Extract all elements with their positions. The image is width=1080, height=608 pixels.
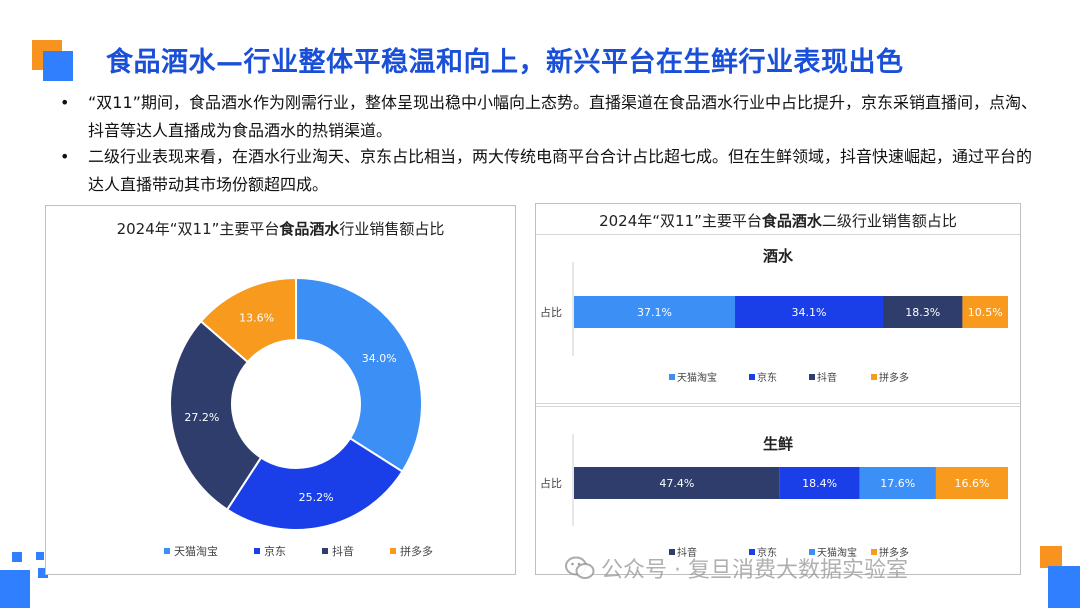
legend-swatch (669, 549, 675, 555)
bar-data-label: 34.1% (792, 306, 827, 319)
bullet-marker: • (60, 93, 70, 112)
bar-segment (574, 296, 736, 328)
bullet-text: 二级行业表现来看，在酒水行业淘天、京东占比相当，两大传统电商平台合计占比超七成。… (88, 147, 1033, 194)
legend-label: 京东 (264, 544, 286, 558)
bar-segment (574, 467, 780, 499)
legend-swatch (390, 548, 396, 554)
bottom-left-deco-2 (36, 552, 44, 560)
legend-swatch (749, 549, 755, 555)
bar-segment (735, 296, 884, 328)
bullet-text: “双11”期间，食品酒水作为刚需行业，整体呈现出稳中小幅向上态势。直播渠道在食品… (88, 93, 1037, 140)
donut-slice (225, 436, 404, 531)
donut-slice (295, 276, 423, 473)
watermark: 公众号 · 复旦消费大数据实验室 (565, 552, 908, 584)
legend-swatch (669, 374, 675, 380)
legend-swatch (809, 374, 815, 380)
donut-data-label: 25.2% (299, 491, 334, 504)
category-label: 占比 (540, 305, 562, 319)
bar-data-label: 16.6% (955, 477, 990, 490)
legend-swatch (322, 548, 328, 554)
bullet-marker: • (60, 147, 70, 166)
legend-label: 京东 (757, 371, 777, 384)
donut-slice (199, 276, 297, 364)
title-part: 二级行业销售额占比 (821, 212, 957, 230)
legend-swatch (749, 374, 755, 380)
donut-data-label: 27.2% (184, 411, 219, 424)
bottom-right-deco-orange (1040, 546, 1062, 568)
legend-swatch (809, 549, 815, 555)
bar-segment (779, 467, 860, 499)
legend-label: 抖音 (677, 546, 697, 559)
donut-data-label: 34.0% (362, 352, 397, 365)
title-part: 2024年“双11”主要平台 (599, 212, 762, 230)
page-title: 食品酒水—行业整体平稳温和向上，新兴平台在生鲜行业表现出色 (106, 47, 904, 78)
legend-label: 天猫淘宝 (817, 546, 857, 559)
donut-slice (169, 319, 263, 511)
bar-data-label: 10.5% (968, 306, 1003, 319)
legend-label: 天猫淘宝 (174, 544, 218, 558)
wechat-icon (565, 556, 595, 579)
donut-chart-title: 2024年“双11”主要平台食品酒水行业销售额占比 (46, 218, 515, 239)
title-part-bold: 食品酒水 (279, 220, 340, 238)
legend-swatch (871, 549, 877, 555)
title-part: 行业销售额占比 (339, 220, 445, 238)
legend-label: 抖音 (332, 544, 354, 558)
subchart-title: 酒水 (763, 247, 794, 265)
watermark-text: 公众号 · 复旦消费大数据实验室 (601, 558, 908, 583)
bar-data-label: 18.3% (905, 306, 940, 319)
legend-label: 京东 (757, 546, 777, 559)
bar-chart-title: 2024年“双11”主要平台食品酒水二级行业销售额占比 (536, 210, 1020, 231)
stacked-bar-panel: 2024年“双11”主要平台食品酒水二级行业销售额占比 酒水占比 37.1% 34.… (535, 203, 1021, 575)
donut-data-label: 13.6% (239, 312, 274, 325)
legend-label: 拼多多 (879, 371, 909, 384)
title-part-bold: 食品酒水 (761, 212, 822, 230)
legend-label: 拼多多 (879, 546, 909, 559)
donut-chart: 34.0% 25.2% 27.2% 13.6% 天猫淘宝 京东 抖音 拼多多 (164, 276, 433, 558)
bar-segment (859, 467, 936, 499)
bar-data-label: 17.6% (880, 477, 915, 490)
bar-data-label: 37.1% (637, 306, 672, 319)
bottom-right-deco-blue (1048, 566, 1080, 608)
bottom-left-deco (12, 552, 22, 562)
bar-segment (883, 296, 963, 328)
bar-segment (935, 467, 1008, 499)
bar-data-label: 47.4% (659, 477, 694, 490)
title-part: 2024年“双11”主要平台 (116, 220, 280, 238)
subchart-title: 生鲜 (763, 435, 793, 453)
bar-data-label: 18.4% (802, 477, 837, 490)
legend-label: 抖音 (817, 371, 837, 384)
legend-label: 拼多多 (400, 544, 433, 558)
subchart-jiushui-frame (536, 234, 1020, 404)
legend-swatch (164, 548, 170, 554)
legend-label: 天猫淘宝 (677, 371, 717, 384)
legend-swatch (254, 548, 260, 554)
category-label: 占比 (540, 476, 562, 490)
bottom-left-deco-3 (0, 570, 30, 608)
corner-deco-blue (43, 51, 73, 81)
legend-swatch (871, 374, 877, 380)
subchart-shengxian-frame (536, 406, 1020, 574)
bottom-left-deco-4 (38, 568, 48, 578)
donut-chart-panel: 2024年“双11”主要平台食品酒水行业销售额占比 34.0% 25.2% 27.2… (45, 205, 516, 575)
bar-segment (962, 296, 1008, 328)
